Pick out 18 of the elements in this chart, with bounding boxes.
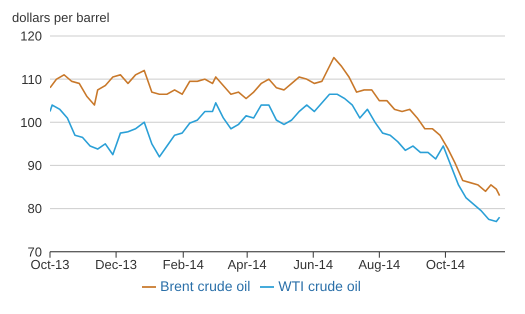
x-tick-label: Oct-14 [426,256,465,272]
legend-label: Brent crude oil [160,278,250,294]
legend-label: WTI crude oil [278,278,361,294]
y-tick-label: 110 [21,72,42,87]
x-tick-label: Jun-14 [293,256,334,272]
x-tick-label: Feb-14 [162,256,204,272]
y-tick-label: 70 [28,244,42,260]
line-series [50,93,500,222]
x-tick-label: Aug-14 [358,256,400,272]
y-tick-label: 100 [20,114,42,130]
x-tick-label: Dec-13 [95,256,138,272]
line-series [50,56,500,196]
x-tick-label: Oct-13 [30,256,70,272]
y-axis-title: dollars per barrel [12,10,110,25]
x-tick-label: Apr-14 [228,256,267,272]
y-tick-label: 120 [20,28,42,44]
y-tick-label: 90 [28,158,42,174]
y-tick-label: 80 [28,201,42,216]
